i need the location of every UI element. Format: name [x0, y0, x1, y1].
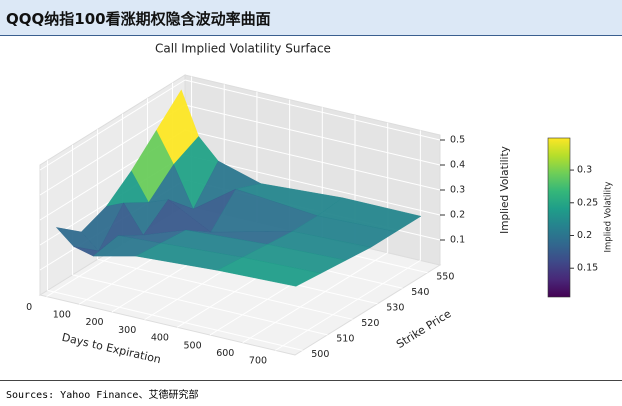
y-tick-label: 510 — [336, 334, 354, 345]
z-tick-label: 0.1 — [450, 235, 465, 246]
colorbar-tick-label: 0.25 — [577, 197, 598, 208]
colorbar — [547, 137, 571, 298]
grid-line — [275, 259, 421, 351]
x-tick-label: 600 — [216, 348, 234, 359]
x-tick-label: 400 — [151, 333, 169, 344]
source: Sources: Yahoo Finance、艾德研究部 — [0, 380, 622, 406]
grid-line — [184, 154, 441, 216]
colorbar-tick-label: 0.2 — [577, 230, 592, 241]
colorbar-tick-label: 0.3 — [577, 165, 592, 176]
y-tick-label: 550 — [436, 271, 454, 282]
grid-line — [184, 129, 441, 191]
z-axis-label: Implied Volatility — [499, 146, 511, 234]
y-tick-label: 540 — [411, 287, 429, 298]
z-tick-label: 0.3 — [450, 185, 465, 196]
z-tick-label: 0.2 — [450, 210, 465, 221]
grid-line — [72, 274, 328, 336]
x-axis-label: Days to Expiration — [61, 331, 163, 366]
grid-line — [39, 79, 186, 171]
grid-line — [39, 104, 186, 196]
header: QQQ纳指100看涨期权隐含波动率曲面 — [0, 0, 622, 36]
y-tick-label: 520 — [361, 318, 379, 329]
grid-line — [47, 289, 303, 351]
chart-title: Call Implied Volatility Surface — [155, 42, 331, 56]
y-tick-label: 530 — [386, 302, 404, 313]
z-tick-label: 0.4 — [450, 160, 465, 171]
x-tick-label: 700 — [249, 356, 267, 367]
x-tick-label: 500 — [184, 340, 202, 351]
z-tick-label: 0.5 — [450, 135, 465, 146]
y-tick-label: 500 — [311, 349, 329, 360]
colorbar-tick-label: 0.15 — [577, 263, 598, 274]
x-tick-label: 200 — [85, 317, 103, 328]
grid-line — [184, 104, 441, 166]
chart: Call Implied Volatility Surface 0 100 200 3… — [26, 42, 614, 367]
x-tick-label: 0 — [26, 302, 32, 313]
colorbar-label: Implied Volatility — [604, 182, 614, 253]
grid-line — [242, 252, 388, 344]
grid-line — [184, 79, 441, 141]
surface-patch — [216, 257, 322, 287]
grid-line — [97, 258, 353, 320]
x-tick-label: 300 — [118, 325, 136, 336]
header-title: QQQ纳指100看涨期权隐含波动率曲面 — [6, 10, 271, 28]
y-axis-label: Strike Price — [394, 307, 454, 351]
x-tick-label: 100 — [53, 310, 71, 321]
